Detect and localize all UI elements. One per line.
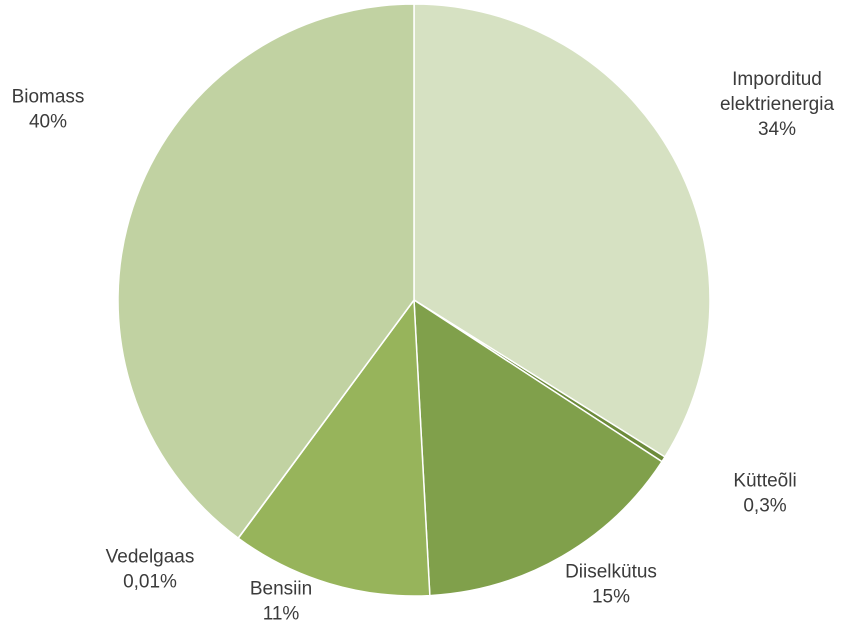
data-label-value-vedelgaas: 0,01% xyxy=(123,572,177,593)
pie-slice-imporditud-elektrienergia xyxy=(413,3,711,458)
pie-slice-bensiin xyxy=(237,297,431,597)
data-label-name-imporditud-elektrienergia: Imporditud xyxy=(732,69,822,90)
pie-slice-diiselkutus xyxy=(413,298,664,597)
data-label-value-kutteoli: 0,3% xyxy=(743,496,786,517)
data-label-value-diiselkutus: 15% xyxy=(592,587,630,608)
data-label-value-bensiin: 11% xyxy=(263,604,300,625)
data-label-value-biomass: 40% xyxy=(29,112,67,133)
pie-slice-biomass xyxy=(117,3,415,540)
data-label-value-imporditud-elektrienergia: 34% xyxy=(758,119,796,140)
pie-slices xyxy=(117,3,711,597)
data-label-name-vedelgaas: Vedelgaas xyxy=(106,547,195,568)
data-label-name-bensiin: Bensiin xyxy=(250,579,312,600)
data-label-name-kutteoli: Kütteõli xyxy=(733,471,796,492)
data-label-name-biomass: Biomass xyxy=(12,87,85,108)
data-label-name-diiselkutus: Diiselkütus xyxy=(565,562,657,583)
pie-labels: Imporditud elektrienergia 34% Kütteõli 0,3% D… xyxy=(12,69,835,625)
data-label-name-imporditud-elektrienergia: elektrienergia xyxy=(720,94,834,115)
